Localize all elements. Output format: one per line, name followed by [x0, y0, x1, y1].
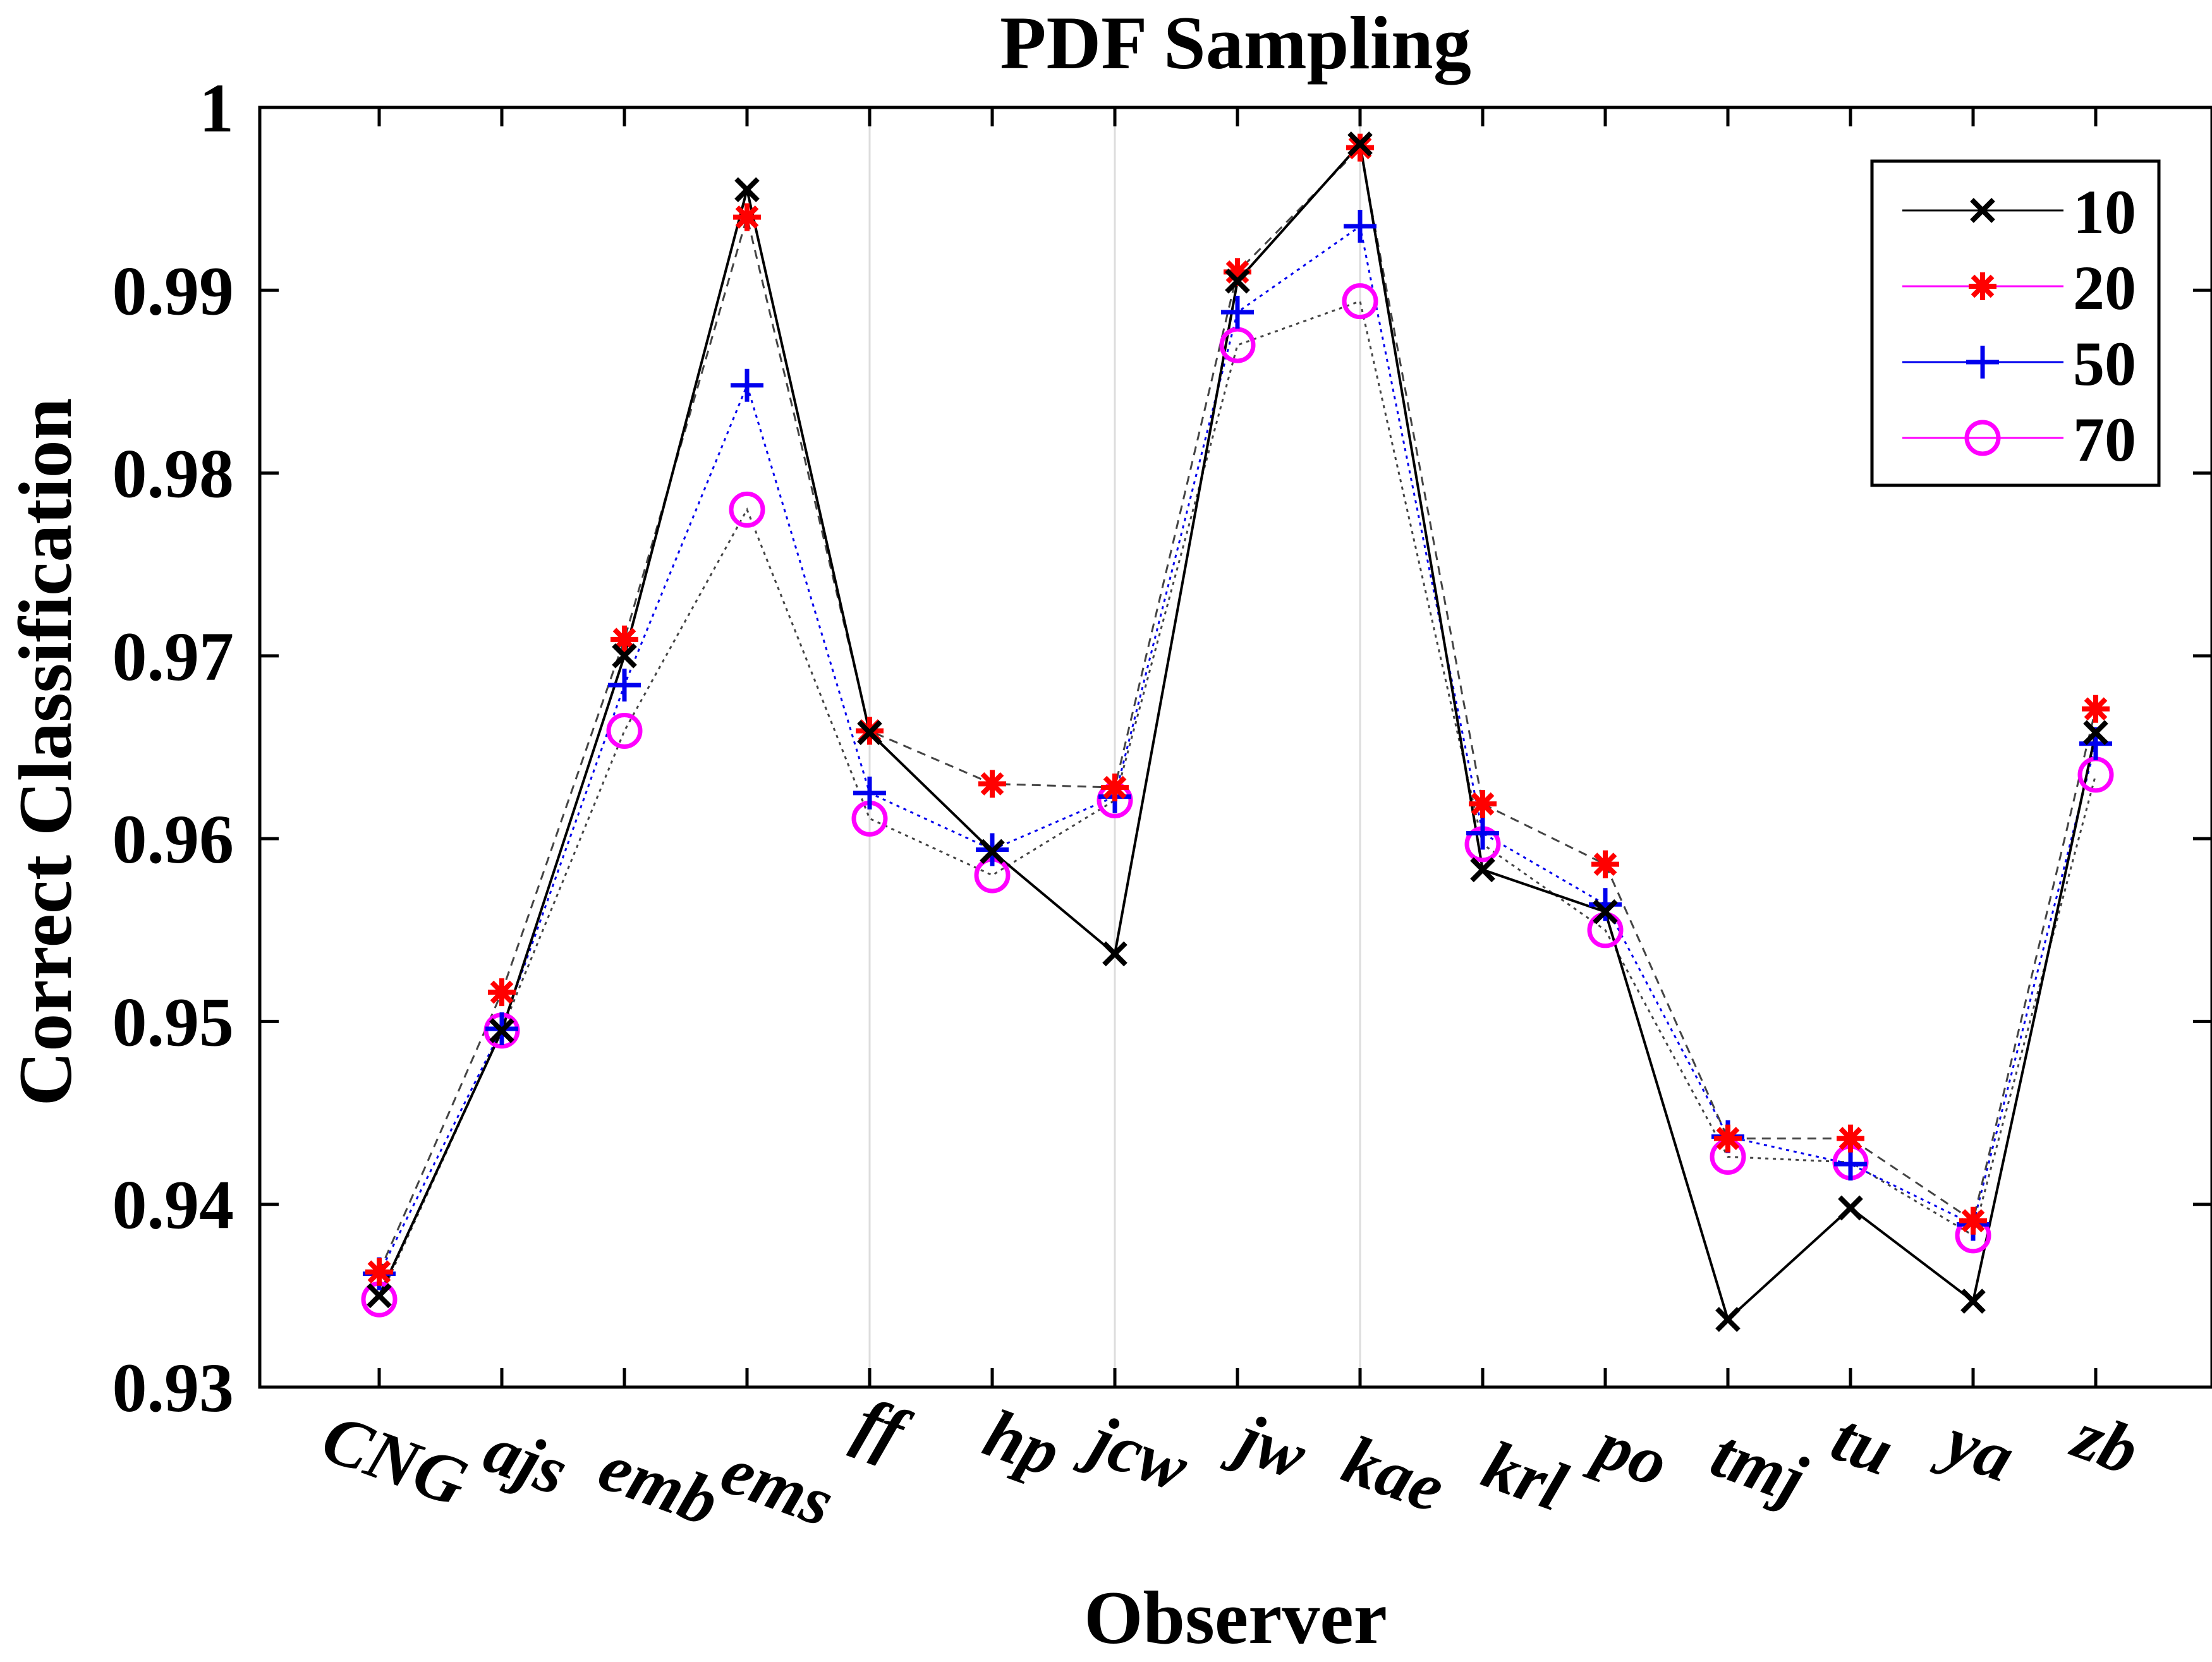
data-point-plus	[1221, 296, 1254, 329]
data-point-asterisk	[978, 770, 1006, 798]
legend-label-50: 50	[2073, 329, 2136, 399]
y-tick-label: 0.94	[112, 1167, 234, 1244]
grid-lines	[870, 107, 1360, 1387]
data-point-asterisk	[733, 203, 761, 231]
data-point-asterisk	[2082, 695, 2110, 723]
data-point-asterisk	[1959, 1207, 1987, 1235]
x-tick-label-CNG: CNG	[313, 1398, 477, 1521]
data-point-x	[1962, 1290, 1984, 1312]
x-axis-label: Observer	[1084, 1575, 1387, 1659]
data-point-asterisk	[1346, 134, 1374, 162]
y-tick-label: 0.93	[112, 1349, 234, 1426]
data-point-asterisk	[1837, 1125, 1864, 1153]
x-tick-label-jcw: jcw	[1072, 1398, 1198, 1507]
legend-label-20: 20	[2073, 253, 2136, 323]
data-point-plus	[731, 369, 763, 402]
x-tick-label-ya: ya	[1929, 1399, 2024, 1496]
data-point-asterisk	[1469, 790, 1497, 818]
y-axis-label: Correct Classification	[3, 398, 87, 1107]
y-tick-label: 0.98	[112, 435, 234, 513]
x-tick-label-jw: jw	[1219, 1396, 1316, 1495]
x-tick-label-krl: krl	[1473, 1426, 1576, 1526]
series-layer	[363, 133, 2112, 1330]
x-tick-label-ff: ff	[846, 1383, 920, 1473]
y-tick-label: 0.99	[112, 252, 234, 329]
legend-label-70: 70	[2073, 404, 2136, 475]
data-point-asterisk	[1591, 851, 1619, 878]
x-tick-label-kae: kae	[1334, 1421, 1454, 1527]
x-tick-label-ajs: ajs	[475, 1410, 577, 1510]
x-tick-label-hp: hp	[975, 1394, 1070, 1491]
chart-title: PDF Sampling	[1000, 1, 1471, 85]
y-tick-label: 1	[199, 70, 234, 147]
series-line-50	[379, 226, 2096, 1274]
x-tick-label-zb: zb	[2062, 1395, 2148, 1489]
legend-label-10: 10	[2073, 177, 2136, 247]
x-tick-label-tu: tu	[1823, 1398, 1904, 1490]
x-tick-label-ems: ems	[712, 1431, 844, 1541]
y-tick-label: 0.95	[112, 983, 234, 1060]
y-tick-label: 0.97	[112, 618, 234, 695]
data-point-asterisk	[1969, 272, 1996, 300]
data-point-circle	[2080, 759, 2112, 791]
data-point-asterisk	[488, 978, 516, 1006]
data-point-asterisk	[1101, 773, 1129, 801]
x-tick-label-emb: emb	[590, 1428, 729, 1541]
y-tick-label: 0.96	[112, 801, 234, 878]
data-point-x	[736, 179, 758, 200]
data-point-plus	[1589, 888, 1622, 921]
data-point-plus	[853, 777, 886, 810]
data-point-x	[1840, 1198, 1861, 1219]
data-point-plus	[1466, 816, 1499, 849]
data-point-x	[1717, 1309, 1739, 1330]
data-point-asterisk	[365, 1258, 393, 1286]
data-point-circle	[609, 715, 640, 746]
x-tick-label-po: po	[1582, 1404, 1679, 1501]
data-point-asterisk	[1714, 1125, 1742, 1153]
x-tick-label-tmj: tmj	[1702, 1414, 1816, 1519]
